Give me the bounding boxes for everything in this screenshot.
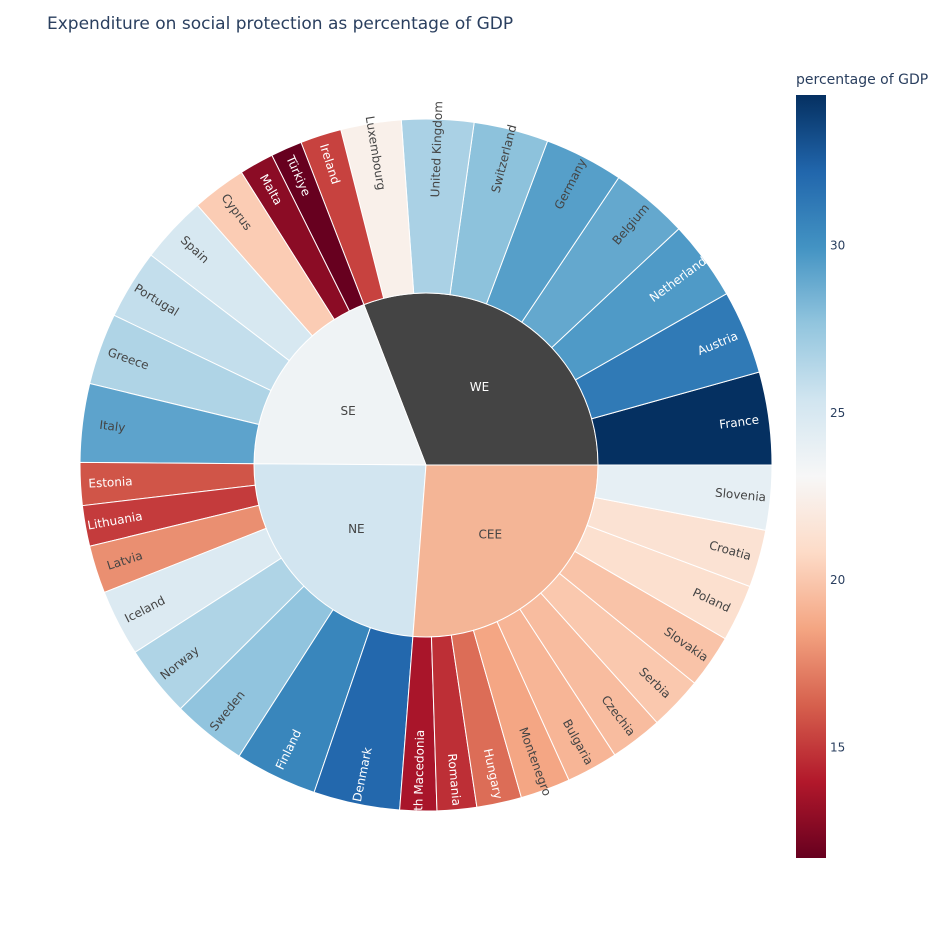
colorbar-tick-label: 20 [830,573,845,587]
colorbar-gradient [796,95,826,858]
colorbar-tick-label: 15 [830,741,845,755]
region-label-we: WE [470,380,489,394]
region-label-se: SE [341,404,356,418]
colorbar-ticks: 15 20 25 30 [830,239,845,755]
country-label-slovenia: Slovenia [714,486,766,505]
country-segment-slovenia[interactable] [594,464,773,531]
colorbar-title: percentage of GDP [796,72,928,88]
colorbar-tick-label: 25 [830,406,845,420]
colorbar-tick-label: 30 [830,239,845,253]
region-label-cee: CEE [479,527,503,541]
country-label-united-kingdom: United Kingdom [428,101,445,198]
country-label-north-macedonia: North Macedonia [411,730,427,833]
region-label-ne: NE [348,522,365,536]
country-label-france: France [718,413,759,432]
country-label-romania: Romania [445,753,464,807]
country-label-italy: Italy [99,418,127,435]
chart-title: Expenditure on social protection as perc… [47,14,513,34]
country-label-estonia: Estonia [88,474,133,490]
colorbar: percentage of GDP 15 20 25 30 [796,72,928,858]
sunburst-plot: WEFranceAustriaNetherlandsBelgiumGermany… [79,101,773,833]
